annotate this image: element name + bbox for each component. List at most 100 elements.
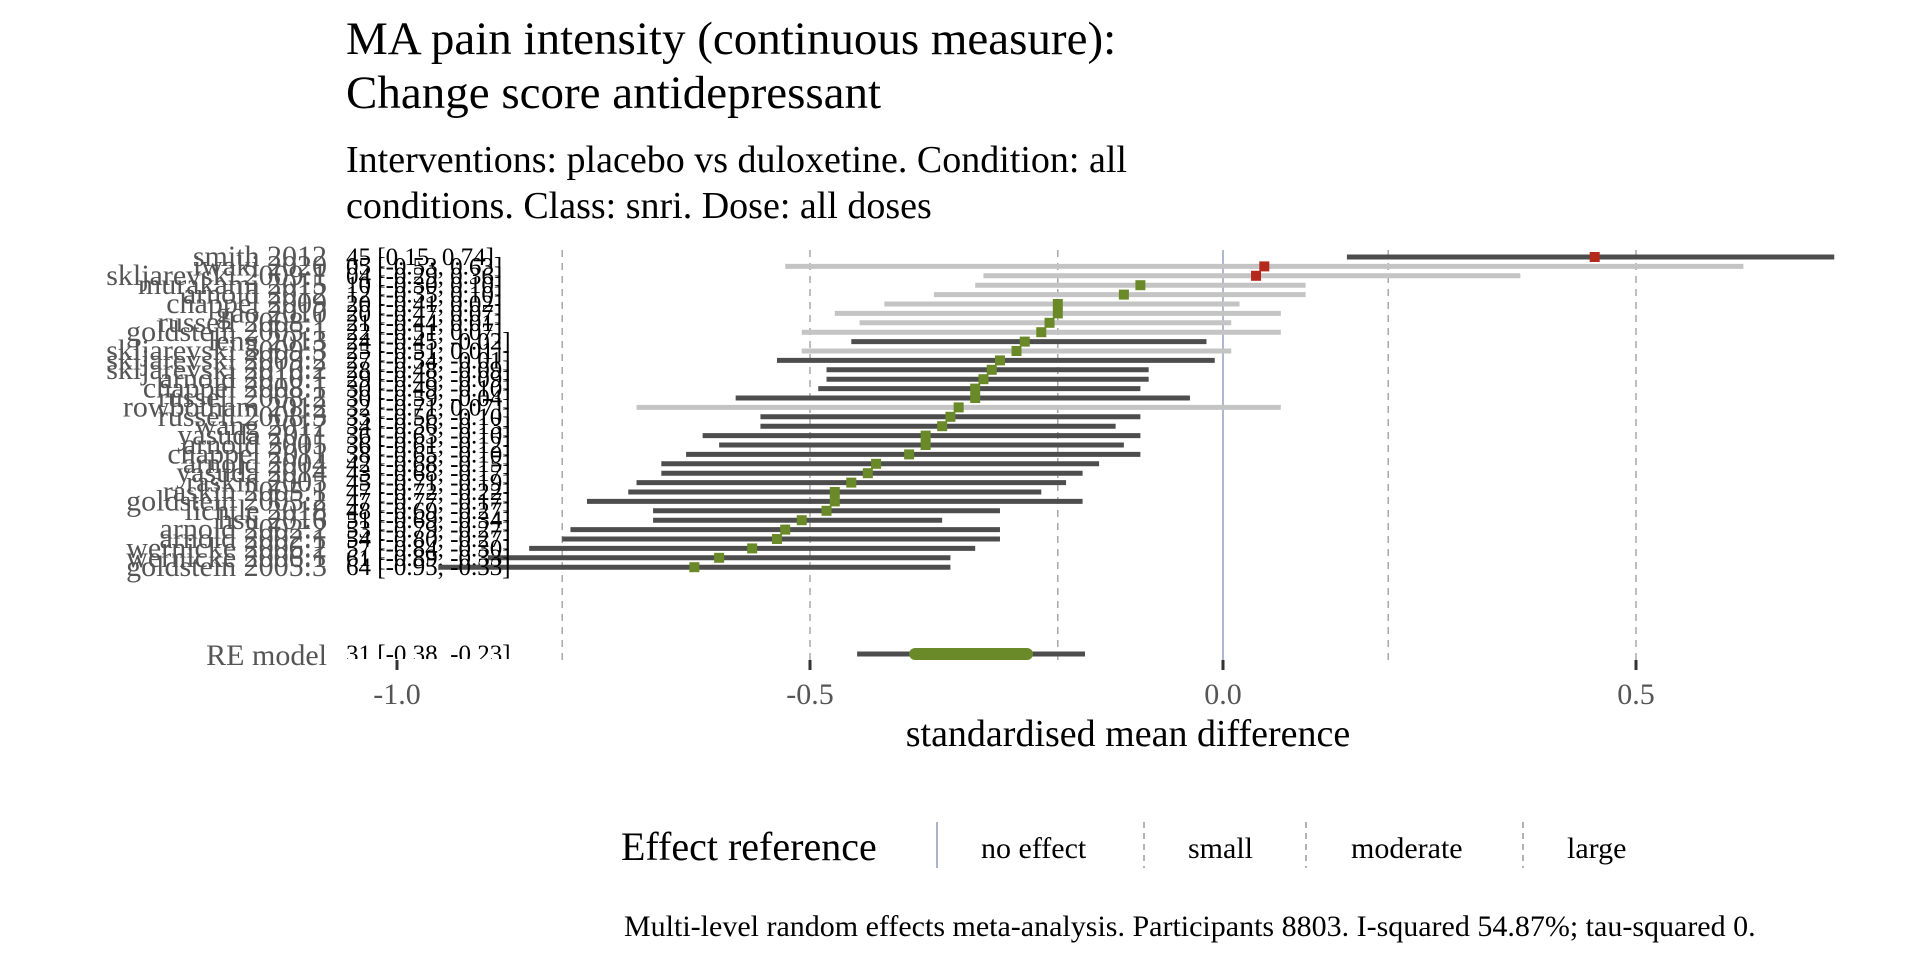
study-estimate-text: 20 [-0.47, 0.07] <box>346 300 502 327</box>
study-row: arnold 2010:1 29 [-0.48, -0.09] <box>160 362 1149 395</box>
legend-label-small: small <box>1188 832 1253 865</box>
study-row: russell 2008:2 30 [-0.59, -0.04] <box>158 381 1190 414</box>
study-label: raskin 2005:1 <box>163 475 327 508</box>
study-estimate-text: 34 [-0.56, -0.13] <box>346 413 511 440</box>
study-estimate-text: 38 [-0.65, -0.10] <box>346 441 511 468</box>
study-row: murakami 2015 10 [-0.30, 0.10] <box>138 268 1306 301</box>
study-estimate-text: 57 [-0.84, -0.30] <box>346 535 511 562</box>
study-point <box>1052 308 1063 319</box>
study-label: skljarevski 2009:1 <box>106 259 327 292</box>
study-row: skljarevski 2009:3 25 [-0.51, 0.01] <box>106 334 1232 367</box>
x-tick-label: 0.5 <box>1617 678 1655 711</box>
study-point <box>1036 327 1047 338</box>
study-estimate-text: 29 [-0.48, -0.09] <box>346 366 511 393</box>
chart-caption: Multi-level random effects meta-analysis… <box>624 910 1756 943</box>
study-row: yasuda 2014 43 [-0.68, -0.17] <box>176 456 1083 489</box>
study-estimate-text: 48 [-0.69, -0.27] <box>346 498 511 525</box>
study-estimate-text: 36 [-0.63, -0.10] <box>346 423 511 450</box>
study-point <box>920 440 931 450</box>
effect-legend: Effect reference no effect small moderat… <box>621 822 1626 869</box>
chart-subtitle-line-2: conditions. Class: snri. Dose: all doses <box>346 185 932 227</box>
study-point <box>945 411 956 422</box>
reference-lines <box>561 250 1637 662</box>
study-estimate-text: 32 [-0.71, 0.07] <box>346 394 502 421</box>
study-point <box>986 364 997 375</box>
x-tick-label: 0.0 <box>1204 678 1242 711</box>
study-row: chappel 2009 20 [-0.41, 0.02] <box>166 287 1240 320</box>
study-estimate-text: 45 [-0.71, -0.19] <box>346 470 511 497</box>
study-point <box>846 477 857 488</box>
study-row: raskin 2005:1 47 [-0.72, -0.22] <box>163 475 1042 508</box>
study-estimate-text: 04 [-0.29, 0.36] <box>346 263 502 290</box>
legend-title: Effect reference <box>621 824 877 869</box>
study-estimate-text: 47 [-0.72, -0.22] <box>346 479 511 506</box>
study-label: russell 2008:2 <box>158 381 327 414</box>
study-point <box>1259 261 1270 272</box>
study-estimate-text: 42 [-0.68, -0.15] <box>346 451 511 478</box>
study-label: arnold 2002:2 <box>160 513 327 546</box>
study-row: russell 2008:3 33 [-0.56, -0.10] <box>158 400 1141 433</box>
study-row: arnold 2004 42 [-0.68, -0.15] <box>183 447 1100 480</box>
chart-title-line-2: Change score antidepressant <box>346 67 881 119</box>
study-label: leng 2013 <box>208 325 327 358</box>
study-row: skljarevski 2009:2 27 [-0.54, -0.01] <box>106 343 1215 376</box>
study-row: arnold 2012 12 [-0.35, 0.10] <box>183 278 1306 311</box>
x-tick-label: -1.0 <box>373 678 421 711</box>
study-point <box>970 383 981 394</box>
study-point <box>871 458 882 469</box>
study-label: arnold 2012 <box>183 278 327 311</box>
study-label: arnold 2002:1 <box>160 522 327 555</box>
study-estimate-text: 10 [-0.30, 0.10] <box>346 272 502 299</box>
study-label: chappel 2009 <box>166 287 327 320</box>
study-label: wang 2017 <box>195 409 327 442</box>
study-row: arnold 2002:1 54 [-0.80, -0.27] <box>160 522 1000 555</box>
study-estimate-text: 54 [-0.80, -0.27] <box>346 526 511 553</box>
study-row: skljarevski 2009:1 04 [-0.29, 0.36] <box>106 259 1521 292</box>
study-row: skljarevski 2010:2 28 [-0.48, -0.09] <box>106 353 1149 386</box>
study-row: iwaki 2020 05 [-0.53, 0.63] <box>193 249 1744 282</box>
study-label: goldstein 2005:2 <box>126 484 327 517</box>
study-point <box>978 374 989 385</box>
study-row: leng 2013 24 [-0.45, -0.02] <box>208 325 1207 358</box>
study-label: wernicke 2006:2 <box>126 531 327 564</box>
study-point <box>862 468 873 479</box>
study-point <box>689 562 700 573</box>
study-row: chappel 2011 38 [-0.65, -0.10] <box>167 437 1141 470</box>
chart-title-line-1: MA pain intensity (continuous measure): <box>346 13 1116 65</box>
study-label: skljarevski 2009:2 <box>106 343 327 376</box>
study-label: arnold 2010:1 <box>160 362 327 395</box>
study-point <box>796 515 807 526</box>
study-estimate-text: 25 [-0.51, 0.01] <box>346 338 502 365</box>
study-point <box>1135 280 1146 291</box>
study-point <box>821 505 832 516</box>
study-point <box>780 524 791 535</box>
study-label: rowbotham 2012 <box>123 390 327 423</box>
study-row: lichtle 2018 48 [-0.69, -0.27] <box>185 494 1000 527</box>
study-label: yasuda 2014 <box>176 456 327 489</box>
study-label: raskin 2005 <box>186 466 327 499</box>
study-point <box>970 393 981 403</box>
pooled-row: RE model 31 [-0.38, -0.23] <box>206 639 1086 673</box>
study-estimate-text: 45 [0.15, 0.74] <box>346 244 494 271</box>
study-estimate-text: 05 [-0.53, 0.63] <box>346 253 502 280</box>
study-estimate-text: 33 [-0.56, -0.10] <box>346 404 511 431</box>
study-point <box>771 534 782 544</box>
study-row: wernicke 2006:2 57 [-0.84, -0.30] <box>126 531 976 564</box>
study-label: hsu 2016 <box>218 503 327 536</box>
study-row: goldstein 2005:1 22 [-0.51, 0.07] <box>126 315 1281 348</box>
x-axis-label: standardised mean difference <box>906 713 1351 755</box>
study-point <box>994 355 1005 366</box>
study-label: arnold 2004 <box>183 447 327 480</box>
study-point <box>1118 289 1129 300</box>
study-row: smith 2012 45 [0.15, 0.74] <box>193 240 1835 273</box>
study-row: arnold 2002:2 53 [-0.79, -0.27] <box>160 513 1000 546</box>
study-estimate-text: 51 [-0.69, -0.34] <box>346 507 511 534</box>
study-estimate-text: 24 [-0.45, -0.02] <box>346 329 511 356</box>
study-rows: smith 2012 45 [0.15, 0.74] iwaki 2020 05 [-… <box>106 240 1835 583</box>
study-estimate-text: 22 [-0.51, 0.07] <box>346 319 502 346</box>
x-tick-label: -0.5 <box>786 678 834 711</box>
study-point <box>1251 270 1262 281</box>
study-estimate-text: 47 [-0.77, -0.17] <box>346 488 511 515</box>
study-label: murakami 2015 <box>138 268 327 301</box>
